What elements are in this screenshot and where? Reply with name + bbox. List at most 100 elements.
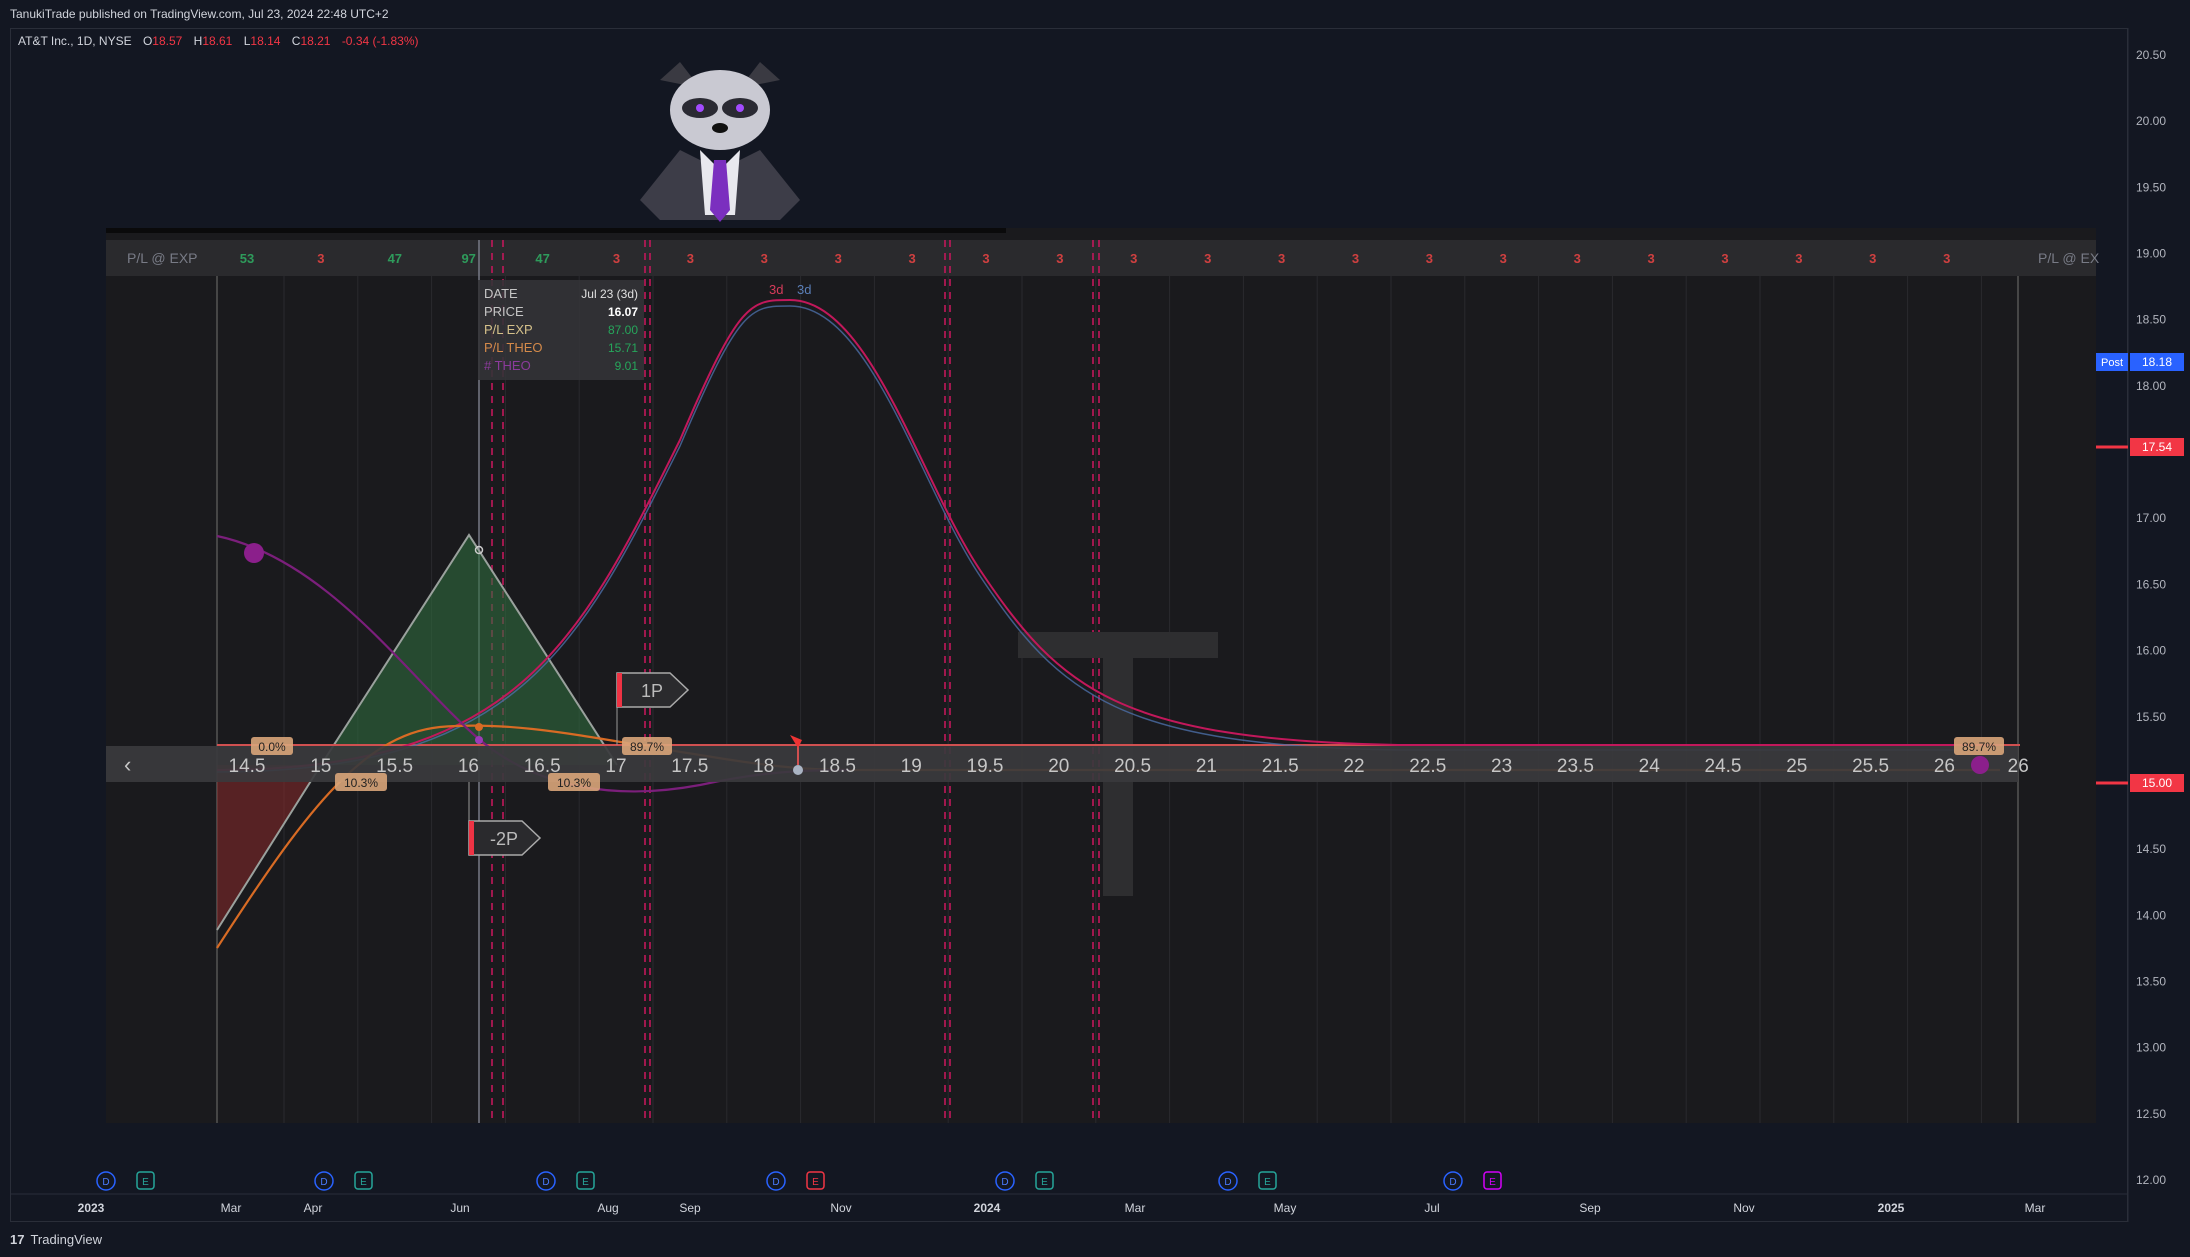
overlay-top-strip (106, 228, 1006, 233)
price-tick: 14.50 (2136, 842, 2166, 856)
pl-row-value: 47 (388, 251, 402, 266)
strike-tick: 23.5 (1557, 756, 1594, 777)
pl-row-value: 53 (240, 251, 254, 266)
svg-text:E: E (142, 1177, 149, 1188)
dividend-marker-icon[interactable]: D (536, 1171, 556, 1191)
dividend-marker-icon[interactable]: D (96, 1171, 116, 1191)
strike-tick: 21 (1196, 756, 1217, 777)
price-tick: 13.50 (2136, 974, 2166, 988)
price-marker-red-1: 17.54 (2096, 438, 2184, 456)
strike-tick: 20.5 (1114, 756, 1151, 777)
svg-text:0.0%: 0.0% (258, 740, 286, 754)
dist-label-blue: 3d (797, 282, 811, 297)
pl-row-label-right: P/L @ EX (2038, 250, 2100, 266)
pl-row-value: 3 (613, 251, 620, 266)
price-tick: 12.00 (2136, 1173, 2166, 1187)
svg-text:16.07: 16.07 (608, 305, 638, 319)
time-label: Jul (1424, 1201, 1439, 1215)
dividend-marker-icon[interactable]: D (1443, 1171, 1463, 1191)
time-label: Mar (221, 1201, 242, 1215)
pl-row-value: 3 (1278, 251, 1285, 266)
earnings-marker-icon[interactable]: E (1035, 1171, 1054, 1190)
svg-text:Jul 23 (3d): Jul 23 (3d) (581, 287, 638, 301)
time-label: May (1274, 1201, 1297, 1215)
theo-start-marker[interactable] (244, 543, 264, 563)
theo-end-marker[interactable] (1971, 756, 1989, 774)
strike-tick: 26 (2008, 756, 2029, 777)
price-tick: 15.50 (2136, 710, 2166, 724)
price-tick: 16.50 (2136, 577, 2166, 591)
symbol-name: AT&T Inc., 1D, NYSE (18, 34, 132, 48)
svg-text:10.3%: 10.3% (557, 776, 591, 790)
price-tick: 19.50 (2136, 180, 2166, 194)
dist-label-red: 3d (769, 282, 783, 297)
earnings-marker-icon[interactable]: E (806, 1171, 825, 1190)
svg-text:17.54: 17.54 (2142, 440, 2172, 454)
pl-row-value: 3 (1500, 251, 1507, 266)
leg-2p-tag[interactable]: -2P (468, 782, 542, 856)
price-tick: 19.00 (2136, 247, 2166, 261)
raccoon-logo-icon (640, 62, 800, 222)
time-label: Jun (450, 1201, 469, 1215)
strike-tick: 16.5 (524, 756, 561, 777)
price-tick: 16.00 (2136, 644, 2166, 658)
earnings-marker-icon[interactable]: E (1258, 1171, 1277, 1190)
svg-text:Post: Post (2101, 357, 2123, 369)
svg-text:P/L THEO: P/L THEO (484, 340, 543, 355)
time-label: Sep (679, 1201, 701, 1215)
strike-tick: 16 (458, 756, 479, 777)
pl-row-value: 3 (761, 251, 768, 266)
svg-text:15.71: 15.71 (608, 341, 638, 355)
distribution-curve-red (216, 298, 2000, 771)
high-label: H (193, 34, 203, 48)
price-tick: 17.00 (2136, 511, 2166, 525)
svg-text:D: D (1001, 1177, 1008, 1188)
time-axis-labels: 2023 Mar Apr Jun Aug Sep Nov 2024 Mar May Jul Sep No… (78, 1201, 2046, 1215)
time-label: Apr (304, 1201, 323, 1215)
dividend-marker-icon[interactable]: D (995, 1171, 1015, 1191)
strike-tick: 24.5 (1705, 756, 1742, 777)
strike-scroll-left-icon[interactable]: ‹ (124, 752, 131, 777)
pl-row-value: 47 (535, 251, 549, 266)
pl-row-value: 3 (1056, 251, 1063, 266)
footer-brand[interactable]: TradingView (30, 1232, 103, 1247)
pl-row-value: 3 (908, 251, 915, 266)
earnings-marker-icon[interactable]: E (354, 1171, 373, 1190)
low-value: 18.14 (250, 34, 281, 48)
dividend-marker-icon[interactable]: D (766, 1171, 786, 1191)
price-tick: 20.00 (2136, 114, 2166, 128)
footer: 17 TradingView (0, 1222, 2190, 1257)
current-price-dot[interactable] (793, 765, 803, 775)
distribution-curve-blue (216, 305, 2000, 773)
leg-1p-tag[interactable]: 1P (616, 672, 690, 745)
strike-tick: 18 (753, 756, 774, 777)
time-label: 2023 (78, 1201, 105, 1215)
time-label: Nov (1733, 1201, 1754, 1215)
svg-text:89.7%: 89.7% (1962, 740, 1996, 754)
pct-tag-2: 89.7% (622, 737, 672, 755)
pct-tag-4: 89.7% (1954, 737, 2004, 755)
earnings-marker-icon[interactable]: E (576, 1171, 595, 1190)
strike-tick: 17.5 (671, 756, 708, 777)
dividend-marker-icon[interactable]: D (1218, 1171, 1238, 1191)
cursor-point-theo (475, 723, 483, 731)
pl-row-value: 3 (1426, 251, 1433, 266)
dividend-marker-icon[interactable]: D (314, 1171, 334, 1191)
svg-text:D: D (1224, 1177, 1231, 1188)
pl-row-value: 3 (835, 251, 842, 266)
pl-row-value: 3 (1869, 251, 1876, 266)
strike-axis-bar (106, 746, 2018, 782)
earnings-marker-icon[interactable]: E (1483, 1171, 1502, 1190)
time-label: Sep (1579, 1201, 1601, 1215)
time-label: 2025 (1878, 1201, 1905, 1215)
svg-text:P/L EXP: P/L EXP (484, 322, 533, 337)
svg-text:9.01: 9.01 (615, 359, 639, 373)
svg-text:PRICE: PRICE (484, 304, 524, 319)
earnings-marker-icon[interactable]: E (136, 1171, 155, 1190)
pl-row-value: 3 (1574, 251, 1581, 266)
svg-text:E: E (582, 1177, 589, 1188)
strike-tick: 19.5 (967, 756, 1004, 777)
close-label: C (291, 34, 301, 48)
